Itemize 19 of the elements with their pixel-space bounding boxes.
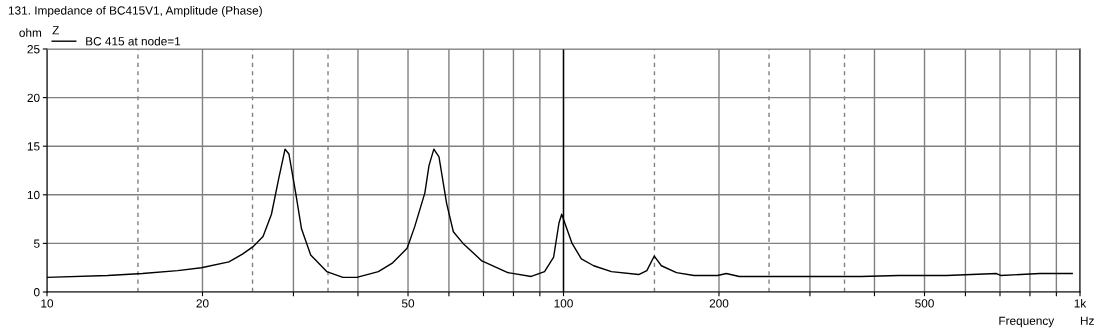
x-tick-label: 20	[196, 299, 209, 308]
y-tick-label: 0	[33, 288, 40, 297]
legend-title: Z	[52, 26, 60, 35]
y-tick-label: 10	[27, 190, 40, 200]
x-tick-label: 1k	[1074, 298, 1087, 308]
y-axis-title: ohm	[19, 28, 42, 37]
chart-title: 131. Impedance of BC415V1, Amplitude (Phase)	[8, 6, 262, 17]
x-tick-label: 10	[41, 299, 54, 308]
y-tick-label: 5	[33, 239, 40, 248]
x-tick-label: 200	[709, 299, 729, 308]
y-tick-label: 25	[27, 45, 40, 54]
x-axis-title: Frequency	[999, 316, 1055, 328]
y-tick-label: 20	[27, 93, 40, 102]
text: Hz	[1080, 316, 1094, 325]
y-tick-label: 15	[27, 142, 40, 151]
x-tick-label: 500	[915, 299, 934, 308]
legend-label: BC 415 at node=1	[86, 36, 181, 46]
x-tick-label: 100	[554, 299, 573, 308]
x-tick-label: 50	[401, 299, 415, 308]
